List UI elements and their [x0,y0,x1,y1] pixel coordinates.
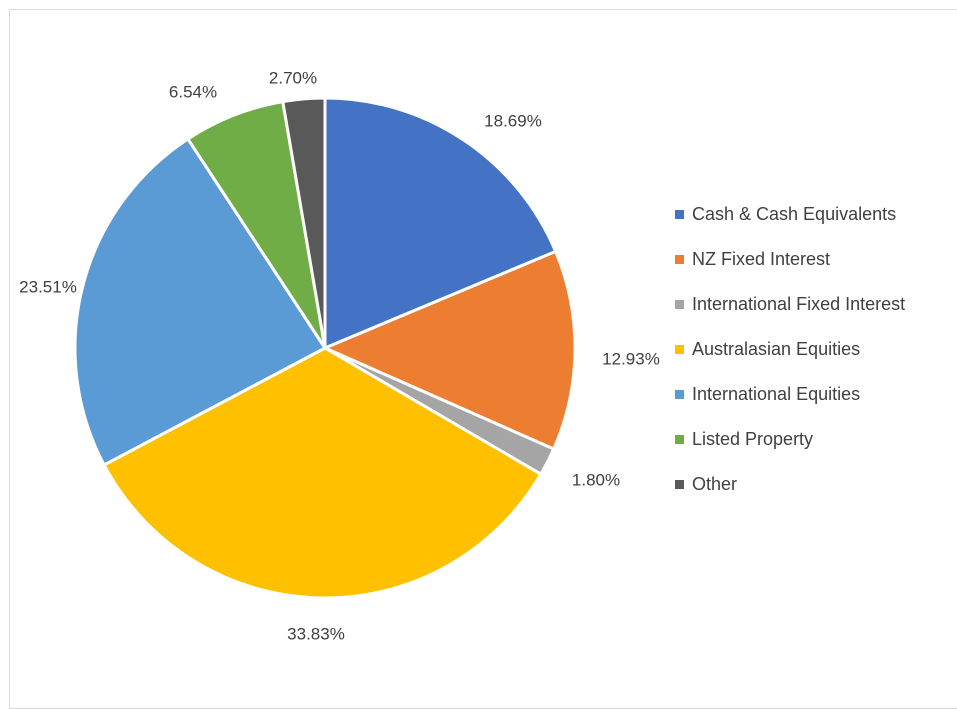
data-label: 6.54% [169,82,217,101]
legend-item: International Equities [675,380,905,409]
pie-slice-australasian-equities [102,346,543,600]
legend-item: Listed Property [675,425,905,454]
pie-chart: 18.69% 12.93% 1.80% 33.83% 23.51% 6.54% 2.70% [19,68,660,643]
pie-slices [73,96,577,600]
pie-slice-nz-fixed-interest [323,249,577,451]
pie-slice-cash-cash-equivalents [323,96,558,350]
chart-legend: Cash & Cash Equivalents NZ Fixed Interest… [675,200,905,515]
data-label: 2.70% [269,68,317,87]
legend-swatch [675,345,684,354]
legend-label: International Equities [692,384,861,404]
legend-label: Australasian Equities [692,339,861,359]
data-label: 33.83% [287,624,345,643]
legend-item: NZ Fixed Interest [675,245,905,274]
data-label: 23.51% [19,277,77,296]
legend-swatch [675,300,684,309]
legend-item: Other [675,470,905,499]
legend-item: International Fixed Interest [675,290,905,319]
legend-label: NZ Fixed Interest [692,249,831,269]
legend-item: Australasian Equities [675,335,905,364]
data-label: 1.80% [572,470,620,489]
data-label: 12.93% [602,349,660,368]
legend-label: Listed Property [692,429,814,449]
legend-item: Cash & Cash Equivalents [675,200,905,229]
legend-label: Cash & Cash Equivalents [692,204,897,224]
legend-swatch [675,435,684,444]
pie-slice-other [281,96,327,350]
legend-label: Other [692,474,738,494]
legend-swatch [675,390,684,399]
legend-swatch [675,255,684,264]
pie-slice-international-equities [73,137,327,467]
legend-swatch [675,210,684,219]
data-label: 18.69% [484,111,542,130]
legend-label: International Fixed Interest [692,294,906,314]
pie-data-labels: 18.69% 12.93% 1.80% 33.83% 23.51% 6.54% 2.70% [19,68,660,643]
legend-swatch [675,480,684,489]
